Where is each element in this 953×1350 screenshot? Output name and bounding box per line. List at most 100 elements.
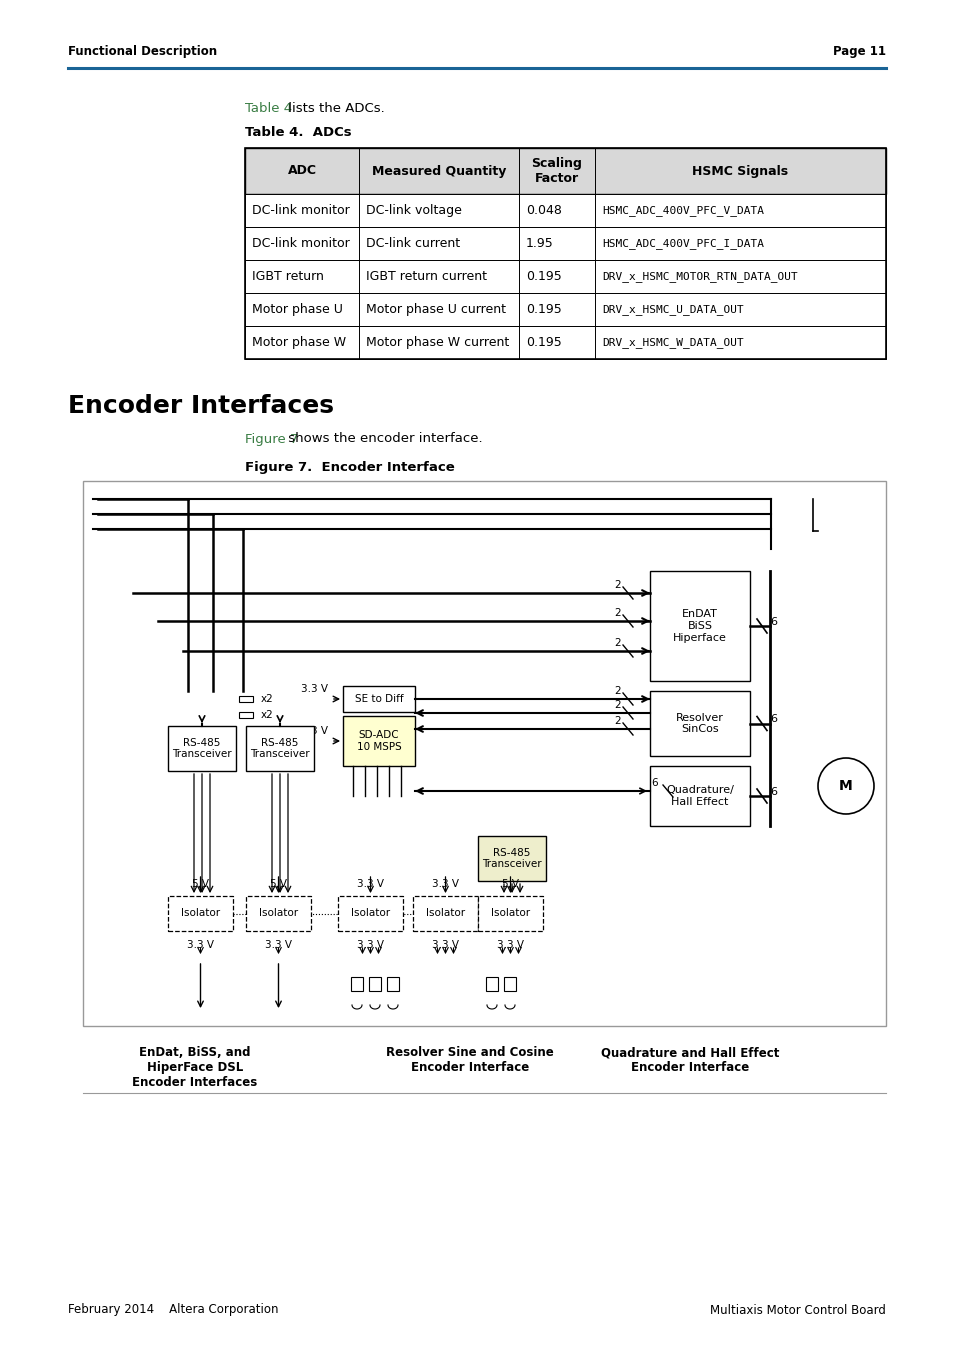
Text: 1.95: 1.95 [525, 238, 553, 250]
Text: HSMC_ADC_400V_PFC_I_DATA: HSMC_ADC_400V_PFC_I_DATA [601, 238, 763, 248]
Text: 5 V: 5 V [501, 879, 518, 890]
Text: ADC: ADC [287, 165, 316, 177]
Text: DC-link current: DC-link current [366, 238, 459, 250]
Bar [83, 481, 885, 1026]
Bar [245, 325, 885, 359]
Text: Figure 7.  Encoder Interface: Figure 7. Encoder Interface [245, 460, 455, 474]
Text: 0.195: 0.195 [525, 302, 561, 316]
Bar [245, 194, 885, 227]
Text: Encoder Interfaces: Encoder Interfaces [68, 394, 334, 418]
Text: 2: 2 [614, 701, 620, 710]
Text: 2: 2 [614, 608, 620, 618]
Text: RS-485
Transceiver: RS-485 Transceiver [172, 737, 232, 759]
Text: DC-link monitor: DC-link monitor [252, 204, 350, 217]
Text: Resolver
SinCos: Resolver SinCos [676, 713, 723, 734]
Text: Motor phase U: Motor phase U [252, 302, 342, 316]
Text: 2: 2 [614, 716, 620, 726]
Bar [246, 896, 311, 932]
Text: RS-485
Transceiver: RS-485 Transceiver [250, 737, 310, 759]
Text: 2: 2 [614, 686, 620, 697]
Text: DRV_x_HSMC_MOTOR_RTN_DATA_OUT: DRV_x_HSMC_MOTOR_RTN_DATA_OUT [601, 271, 797, 282]
Text: 5 V: 5 V [270, 879, 287, 890]
Text: Resolver Sine and Cosine
Encoder Interface: Resolver Sine and Cosine Encoder Interfa… [386, 1046, 554, 1075]
Text: Isolator: Isolator [181, 909, 220, 918]
Text: EnDat, BiSS, and
HiperFace DSL
Encoder Interfaces: EnDat, BiSS, and HiperFace DSL Encoder I… [132, 1046, 257, 1089]
Text: 5 V: 5 V [192, 879, 209, 890]
Text: DC-link monitor: DC-link monitor [252, 238, 350, 250]
Text: DRV_x_HSMC_U_DATA_OUT: DRV_x_HSMC_U_DATA_OUT [601, 304, 743, 315]
Text: Table 4: Table 4 [245, 101, 292, 115]
Bar [239, 711, 253, 718]
Bar [239, 697, 253, 702]
Text: HSMC_ADC_400V_PFC_V_DATA: HSMC_ADC_400V_PFC_V_DATA [601, 205, 763, 216]
Text: M: M [839, 779, 852, 792]
Text: x2: x2 [261, 710, 274, 720]
Text: 3.3 V: 3.3 V [187, 940, 213, 950]
Bar [246, 726, 314, 771]
Bar [245, 293, 885, 325]
Text: DC-link voltage: DC-link voltage [366, 204, 461, 217]
Text: Scaling
Factor: Scaling Factor [531, 157, 582, 185]
Text: Quadrature/
Hall Effect: Quadrature/ Hall Effect [665, 786, 733, 807]
Text: IGBT return current: IGBT return current [366, 270, 486, 284]
Bar [413, 896, 477, 932]
Text: Figure 7: Figure 7 [245, 432, 298, 446]
Bar [462, 636, 702, 1017]
Text: 3.3 V: 3.3 V [432, 940, 458, 950]
Bar [477, 896, 542, 932]
Text: 3.3 V: 3.3 V [356, 879, 384, 890]
Text: Quadrature and Hall Effect
Encoder Interface: Quadrature and Hall Effect Encoder Inter… [600, 1046, 779, 1075]
Text: shows the encoder interface.: shows the encoder interface. [284, 432, 482, 446]
Bar [387, 977, 398, 991]
Text: SE to Diff: SE to Diff [355, 694, 403, 703]
Text: HSMC Signals: HSMC Signals [692, 165, 788, 177]
Text: Motor phase W current: Motor phase W current [366, 336, 509, 350]
Text: x2: x2 [261, 694, 274, 703]
Text: 3.3 V: 3.3 V [301, 726, 328, 736]
Bar [245, 148, 885, 359]
Text: Isolator: Isolator [351, 909, 390, 918]
Text: Isolator: Isolator [425, 909, 464, 918]
Text: Measured Quantity: Measured Quantity [372, 165, 506, 177]
Text: 3.3 V: 3.3 V [356, 940, 384, 950]
Bar [343, 686, 415, 711]
Bar [245, 227, 885, 261]
Bar [343, 716, 415, 765]
Bar [649, 571, 749, 680]
Text: Isolator: Isolator [491, 909, 530, 918]
Text: Multiaxis Motor Control Board: Multiaxis Motor Control Board [709, 1304, 885, 1316]
Bar [485, 977, 497, 991]
Bar [245, 261, 885, 293]
Bar [333, 636, 497, 1017]
Text: Isolator: Isolator [258, 909, 297, 918]
Text: EnDAT
BiSS
Hiperface: EnDAT BiSS Hiperface [673, 609, 726, 643]
Text: Functional Description: Functional Description [68, 46, 217, 58]
Text: Motor phase U current: Motor phase U current [366, 302, 505, 316]
Text: SD-ADC
10 MSPS: SD-ADC 10 MSPS [356, 730, 401, 752]
Text: 6: 6 [770, 714, 777, 725]
Bar [168, 726, 235, 771]
Bar [168, 896, 233, 932]
Bar [112, 545, 672, 1017]
Text: 0.048: 0.048 [525, 204, 561, 217]
Bar [477, 836, 545, 882]
Text: RS-485
Transceiver: RS-485 Transceiver [481, 848, 541, 869]
Text: Motor phase W: Motor phase W [252, 336, 346, 350]
Text: DRV_x_HSMC_W_DATA_OUT: DRV_x_HSMC_W_DATA_OUT [601, 338, 743, 348]
Bar [503, 977, 516, 991]
Text: 3.3 V: 3.3 V [265, 940, 292, 950]
Text: 0.195: 0.195 [525, 270, 561, 284]
Text: February 2014    Altera Corporation: February 2014 Altera Corporation [68, 1304, 278, 1316]
Text: 2: 2 [614, 639, 620, 648]
Bar [369, 977, 380, 991]
Text: 6: 6 [651, 778, 658, 788]
Bar [337, 896, 402, 932]
Text: 2: 2 [614, 580, 620, 590]
Bar [351, 977, 363, 991]
Bar [649, 691, 749, 756]
Bar [245, 148, 885, 194]
Text: Table 4.  ADCs: Table 4. ADCs [245, 126, 352, 139]
Text: 3.3 V: 3.3 V [301, 684, 328, 694]
Text: 6: 6 [770, 617, 777, 626]
Text: 0.195: 0.195 [525, 336, 561, 350]
